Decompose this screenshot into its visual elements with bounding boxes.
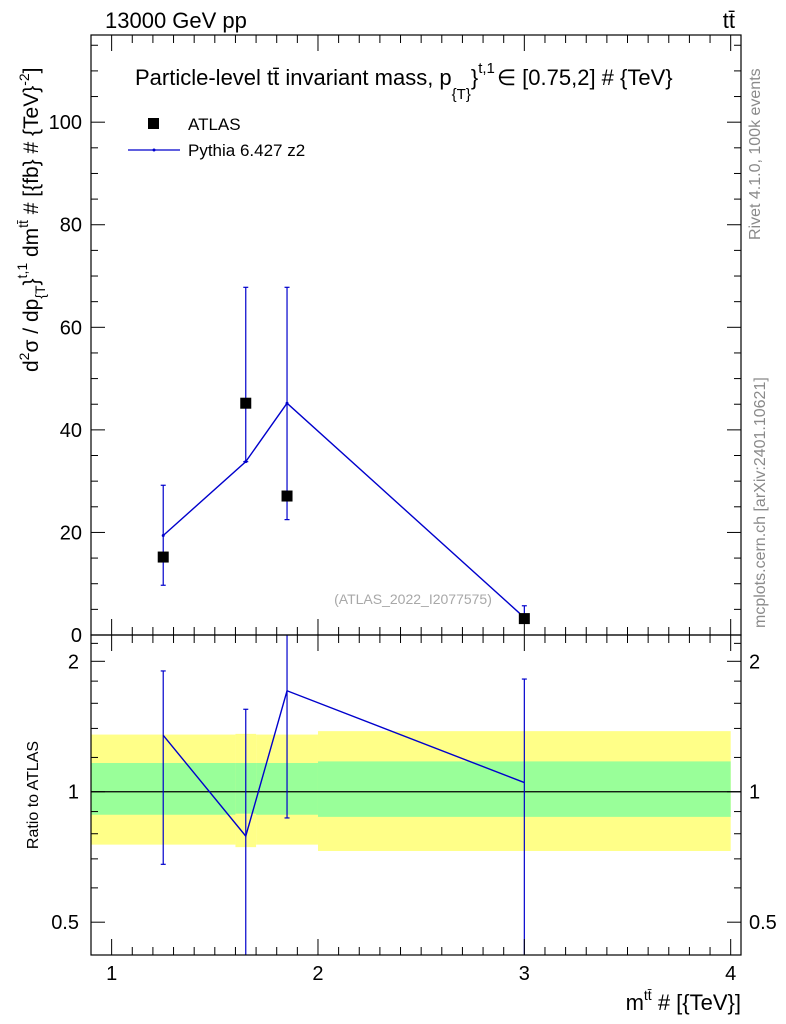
header-left: 13000 GeV pp: [105, 8, 247, 33]
atlas-point: [518, 613, 530, 625]
main-ytick-label: 80: [60, 215, 82, 237]
x-tick-label: 3: [519, 963, 530, 985]
pythia-point: [285, 401, 289, 405]
ylabel-b: σ / dp: [20, 299, 43, 353]
title-mid: }: [471, 65, 478, 90]
atlas-point: [240, 397, 252, 409]
ratio-ytick-label-right: 0.5: [749, 912, 777, 934]
main-xticks: [90, 35, 732, 635]
mcplots-label: mcplots.cern.ch [arXiv:2401.10621]: [752, 377, 769, 628]
legend-marker-atlas: [148, 118, 159, 129]
ratio-ytick-label: 0.5: [51, 912, 79, 934]
title-main: Particle-level tt̄ invariant mass, p: [135, 65, 452, 90]
x-tick-label: 1: [106, 963, 117, 985]
ratio-ytick-label-right: 1: [749, 782, 760, 804]
ratio-ytick-label: 1: [68, 782, 79, 804]
main-marks: [157, 286, 530, 625]
legend-label-pythia: Pythia 6.427 z2: [188, 141, 305, 160]
ylabel-c-sup: t,1: [14, 263, 30, 279]
ylabel-c: }: [20, 278, 43, 285]
ratio-ytick-label-right: 2: [749, 651, 760, 673]
ratio-ylabel: Ratio to ATLAS: [25, 741, 42, 849]
ratio-xticks: 1 2 3 4: [90, 635, 736, 985]
title-tail: ∈ [0.75,2] # {TeV}: [497, 65, 673, 90]
x-tick-label: 2: [312, 963, 323, 985]
title-sup: t,1: [478, 60, 495, 77]
ratio-yticks: 0.5 0.5 1 1 2 2: [51, 642, 777, 934]
main-yticks: 0 20 40 60 80 100: [49, 44, 741, 647]
ratio-marks: [160, 635, 527, 955]
ratio-panel: 0.5 0.5 1 1 2 2 1 2 3 4 Ratio to ATLAS mtt̄ # [{…: [25, 634, 777, 1015]
xlabel-a: m: [626, 990, 644, 1015]
title-sub: {T}: [452, 86, 471, 103]
ratio-frame: [90, 634, 742, 956]
ylabel-f: ]: [20, 67, 43, 73]
atlas-point: [281, 490, 293, 502]
atlas-point: [157, 551, 169, 563]
ylabel-d-sup: tt̄: [15, 220, 31, 228]
legend: ATLAS Pythia 6.427 z2: [128, 115, 305, 160]
ylabel-a-sup: 2: [16, 352, 32, 360]
ratio-pythia-line: [162, 689, 525, 838]
legend-label-atlas: ATLAS: [188, 115, 241, 134]
main-ytick-label: 20: [60, 522, 82, 544]
pythia-point: [161, 534, 165, 538]
xlabel-b: # [{TeV}]: [652, 990, 741, 1015]
main-ytick-label: 100: [49, 112, 82, 134]
main-ytick-label: 40: [60, 420, 82, 442]
rivet-label: Rivet 4.1.0, 100k events: [747, 68, 764, 240]
chart-title: Particle-level tt̄ invariant mass, p{T}}…: [135, 60, 673, 103]
main-ytick-label: 0: [71, 625, 82, 647]
main-ylabel: d2σ / dp{T}t,1 dmtt̄ # [{fb} # {TeV}-2]: [14, 67, 48, 372]
analysis-watermark: (ATLAS_2022_I2077575): [334, 591, 492, 607]
ratio-bands: [91, 731, 731, 851]
legend-dot-pythia: [152, 148, 156, 152]
header-right: tt̄: [723, 8, 735, 33]
ylabel-d: dm: [20, 228, 43, 263]
ratio-ytick-label: 2: [68, 651, 79, 673]
x-tick-label: 4: [725, 963, 736, 985]
ylabel-a: d: [20, 360, 43, 372]
xlabel-a-sup: tt̄: [644, 987, 652, 1003]
main-panel: 0 20 40 60 80 100 Particle-level tt̄ invarian…: [14, 34, 742, 647]
pythia-line: [162, 402, 525, 619]
main-ytick-label: 60: [60, 317, 82, 339]
ylabel-b-sub: {T: [32, 285, 48, 299]
ylabel-e: # [{fb} # {TeV}: [20, 86, 43, 220]
x-axis-label: mtt̄ # [{TeV}]: [626, 987, 741, 1015]
pythia-point: [244, 460, 248, 464]
ylabel-e-sup: -2: [16, 73, 32, 86]
